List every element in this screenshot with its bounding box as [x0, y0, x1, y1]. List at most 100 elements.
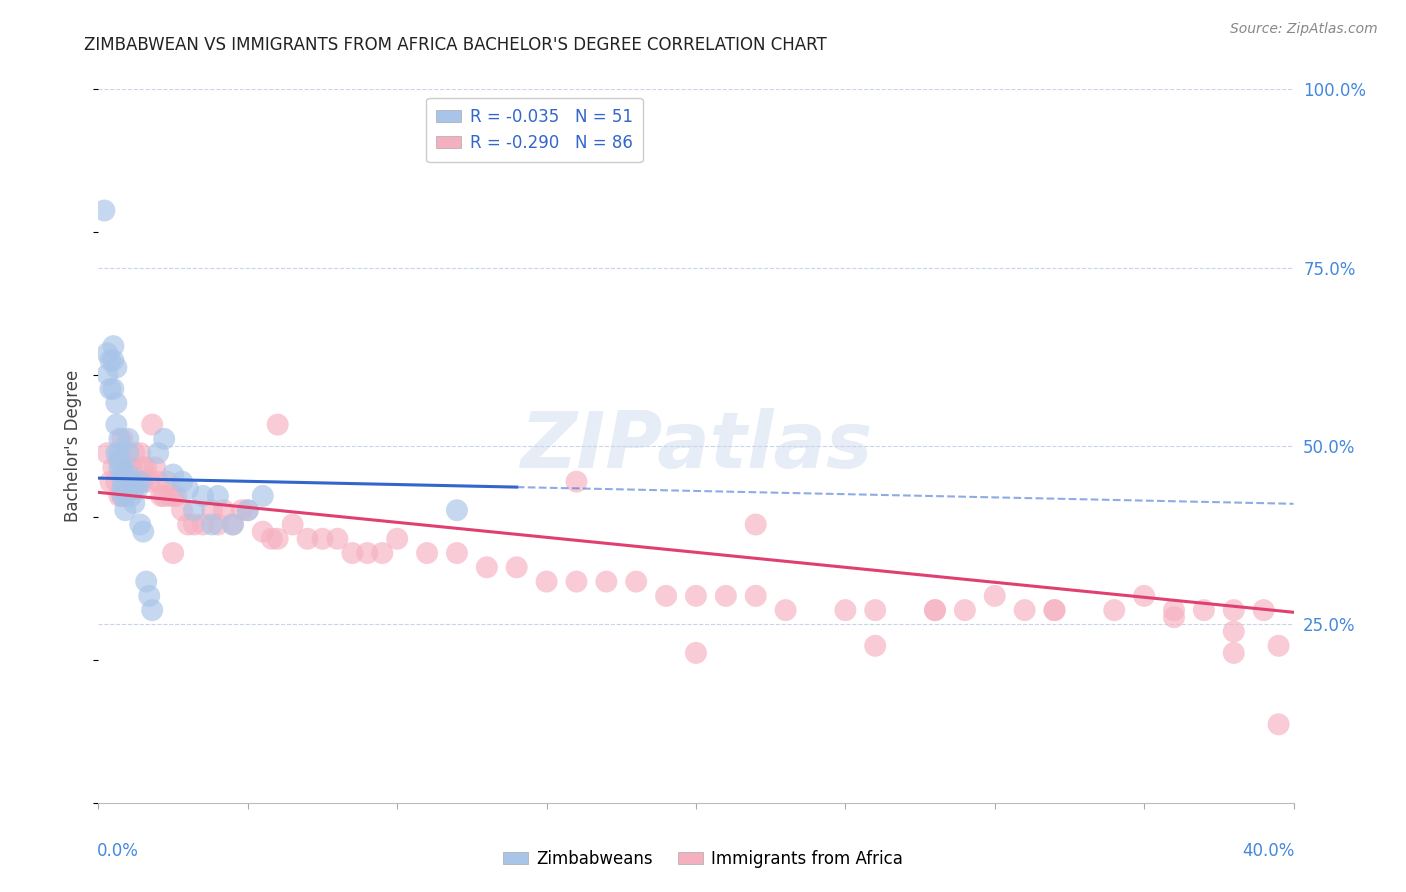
Point: [536, 574, 558, 589]
Point: [236, 503, 259, 517]
Point: [475, 560, 498, 574]
Point: [114, 503, 136, 517]
Text: ZIPatlas: ZIPatlas: [520, 408, 872, 484]
Point: [138, 475, 160, 489]
Point: [342, 546, 364, 560]
Point: [446, 546, 468, 560]
Point: [745, 517, 768, 532]
Point: [297, 532, 319, 546]
Point: [143, 460, 166, 475]
Point: [222, 517, 245, 532]
Text: 0.0%: 0.0%: [97, 842, 139, 860]
Point: [96, 368, 118, 382]
Point: [626, 574, 648, 589]
Point: [924, 603, 946, 617]
Point: [96, 446, 118, 460]
Point: [222, 517, 245, 532]
Point: [111, 489, 134, 503]
Text: Source: ZipAtlas.com: Source: ZipAtlas.com: [1230, 22, 1378, 37]
Point: [103, 353, 125, 368]
Point: [111, 467, 134, 482]
Point: [153, 432, 176, 446]
Point: [120, 460, 142, 475]
Point: [135, 460, 157, 475]
Point: [1043, 603, 1066, 617]
Point: [127, 482, 149, 496]
Legend: R = -0.035   N = 51, R = -0.290   N = 86: R = -0.035 N = 51, R = -0.290 N = 86: [426, 97, 643, 161]
Point: [207, 489, 229, 503]
Point: [105, 360, 128, 375]
Point: [385, 532, 409, 546]
Point: [834, 603, 856, 617]
Point: [416, 546, 439, 560]
Point: [132, 475, 155, 489]
Point: [162, 489, 184, 503]
Point: [745, 589, 768, 603]
Point: [953, 603, 976, 617]
Point: [165, 489, 187, 503]
Point: [924, 603, 946, 617]
Point: [138, 589, 160, 603]
Point: [177, 517, 200, 532]
Point: [105, 446, 128, 460]
Point: [120, 475, 142, 489]
Point: [236, 503, 259, 517]
Point: [129, 475, 152, 489]
Point: [685, 646, 707, 660]
Point: [506, 560, 529, 574]
Point: [111, 489, 134, 503]
Point: [201, 517, 224, 532]
Point: [148, 446, 170, 460]
Point: [129, 446, 152, 460]
Point: [103, 460, 125, 475]
Point: [183, 517, 205, 532]
Point: [685, 589, 707, 603]
Point: [132, 524, 155, 539]
Point: [153, 489, 176, 503]
Point: [114, 475, 136, 489]
Point: [775, 603, 797, 617]
Point: [172, 503, 194, 517]
Point: [565, 574, 588, 589]
Point: [117, 432, 139, 446]
Point: [231, 503, 253, 517]
Text: 40.0%: 40.0%: [1243, 842, 1295, 860]
Point: [267, 532, 290, 546]
Point: [191, 517, 214, 532]
Point: [1253, 603, 1275, 617]
Point: [212, 503, 235, 517]
Point: [141, 417, 163, 432]
Point: [108, 453, 131, 467]
Point: [1133, 589, 1156, 603]
Point: [132, 460, 155, 475]
Point: [1163, 603, 1185, 617]
Point: [252, 524, 274, 539]
Point: [865, 639, 887, 653]
Point: [120, 489, 142, 503]
Point: [105, 417, 128, 432]
Legend: Zimbabweans, Immigrants from Africa: Zimbabweans, Immigrants from Africa: [496, 844, 910, 875]
Point: [1104, 603, 1126, 617]
Point: [96, 346, 118, 360]
Point: [565, 475, 588, 489]
Point: [117, 460, 139, 475]
Text: ZIMBABWEAN VS IMMIGRANTS FROM AFRICA BACHELOR'S DEGREE CORRELATION CHART: ZIMBABWEAN VS IMMIGRANTS FROM AFRICA BAC…: [84, 36, 827, 54]
Point: [111, 432, 134, 446]
Point: [1267, 639, 1289, 653]
Point: [311, 532, 333, 546]
Point: [595, 574, 617, 589]
Point: [111, 482, 134, 496]
Point: [984, 589, 1007, 603]
Point: [201, 503, 224, 517]
Point: [207, 517, 229, 532]
Point: [172, 475, 194, 489]
Point: [98, 382, 122, 396]
Point: [281, 517, 304, 532]
Point: [1267, 717, 1289, 731]
Point: [1043, 603, 1066, 617]
Point: [114, 475, 136, 489]
Point: [124, 496, 146, 510]
Point: [141, 603, 163, 617]
Point: [191, 489, 214, 503]
Point: [267, 417, 290, 432]
